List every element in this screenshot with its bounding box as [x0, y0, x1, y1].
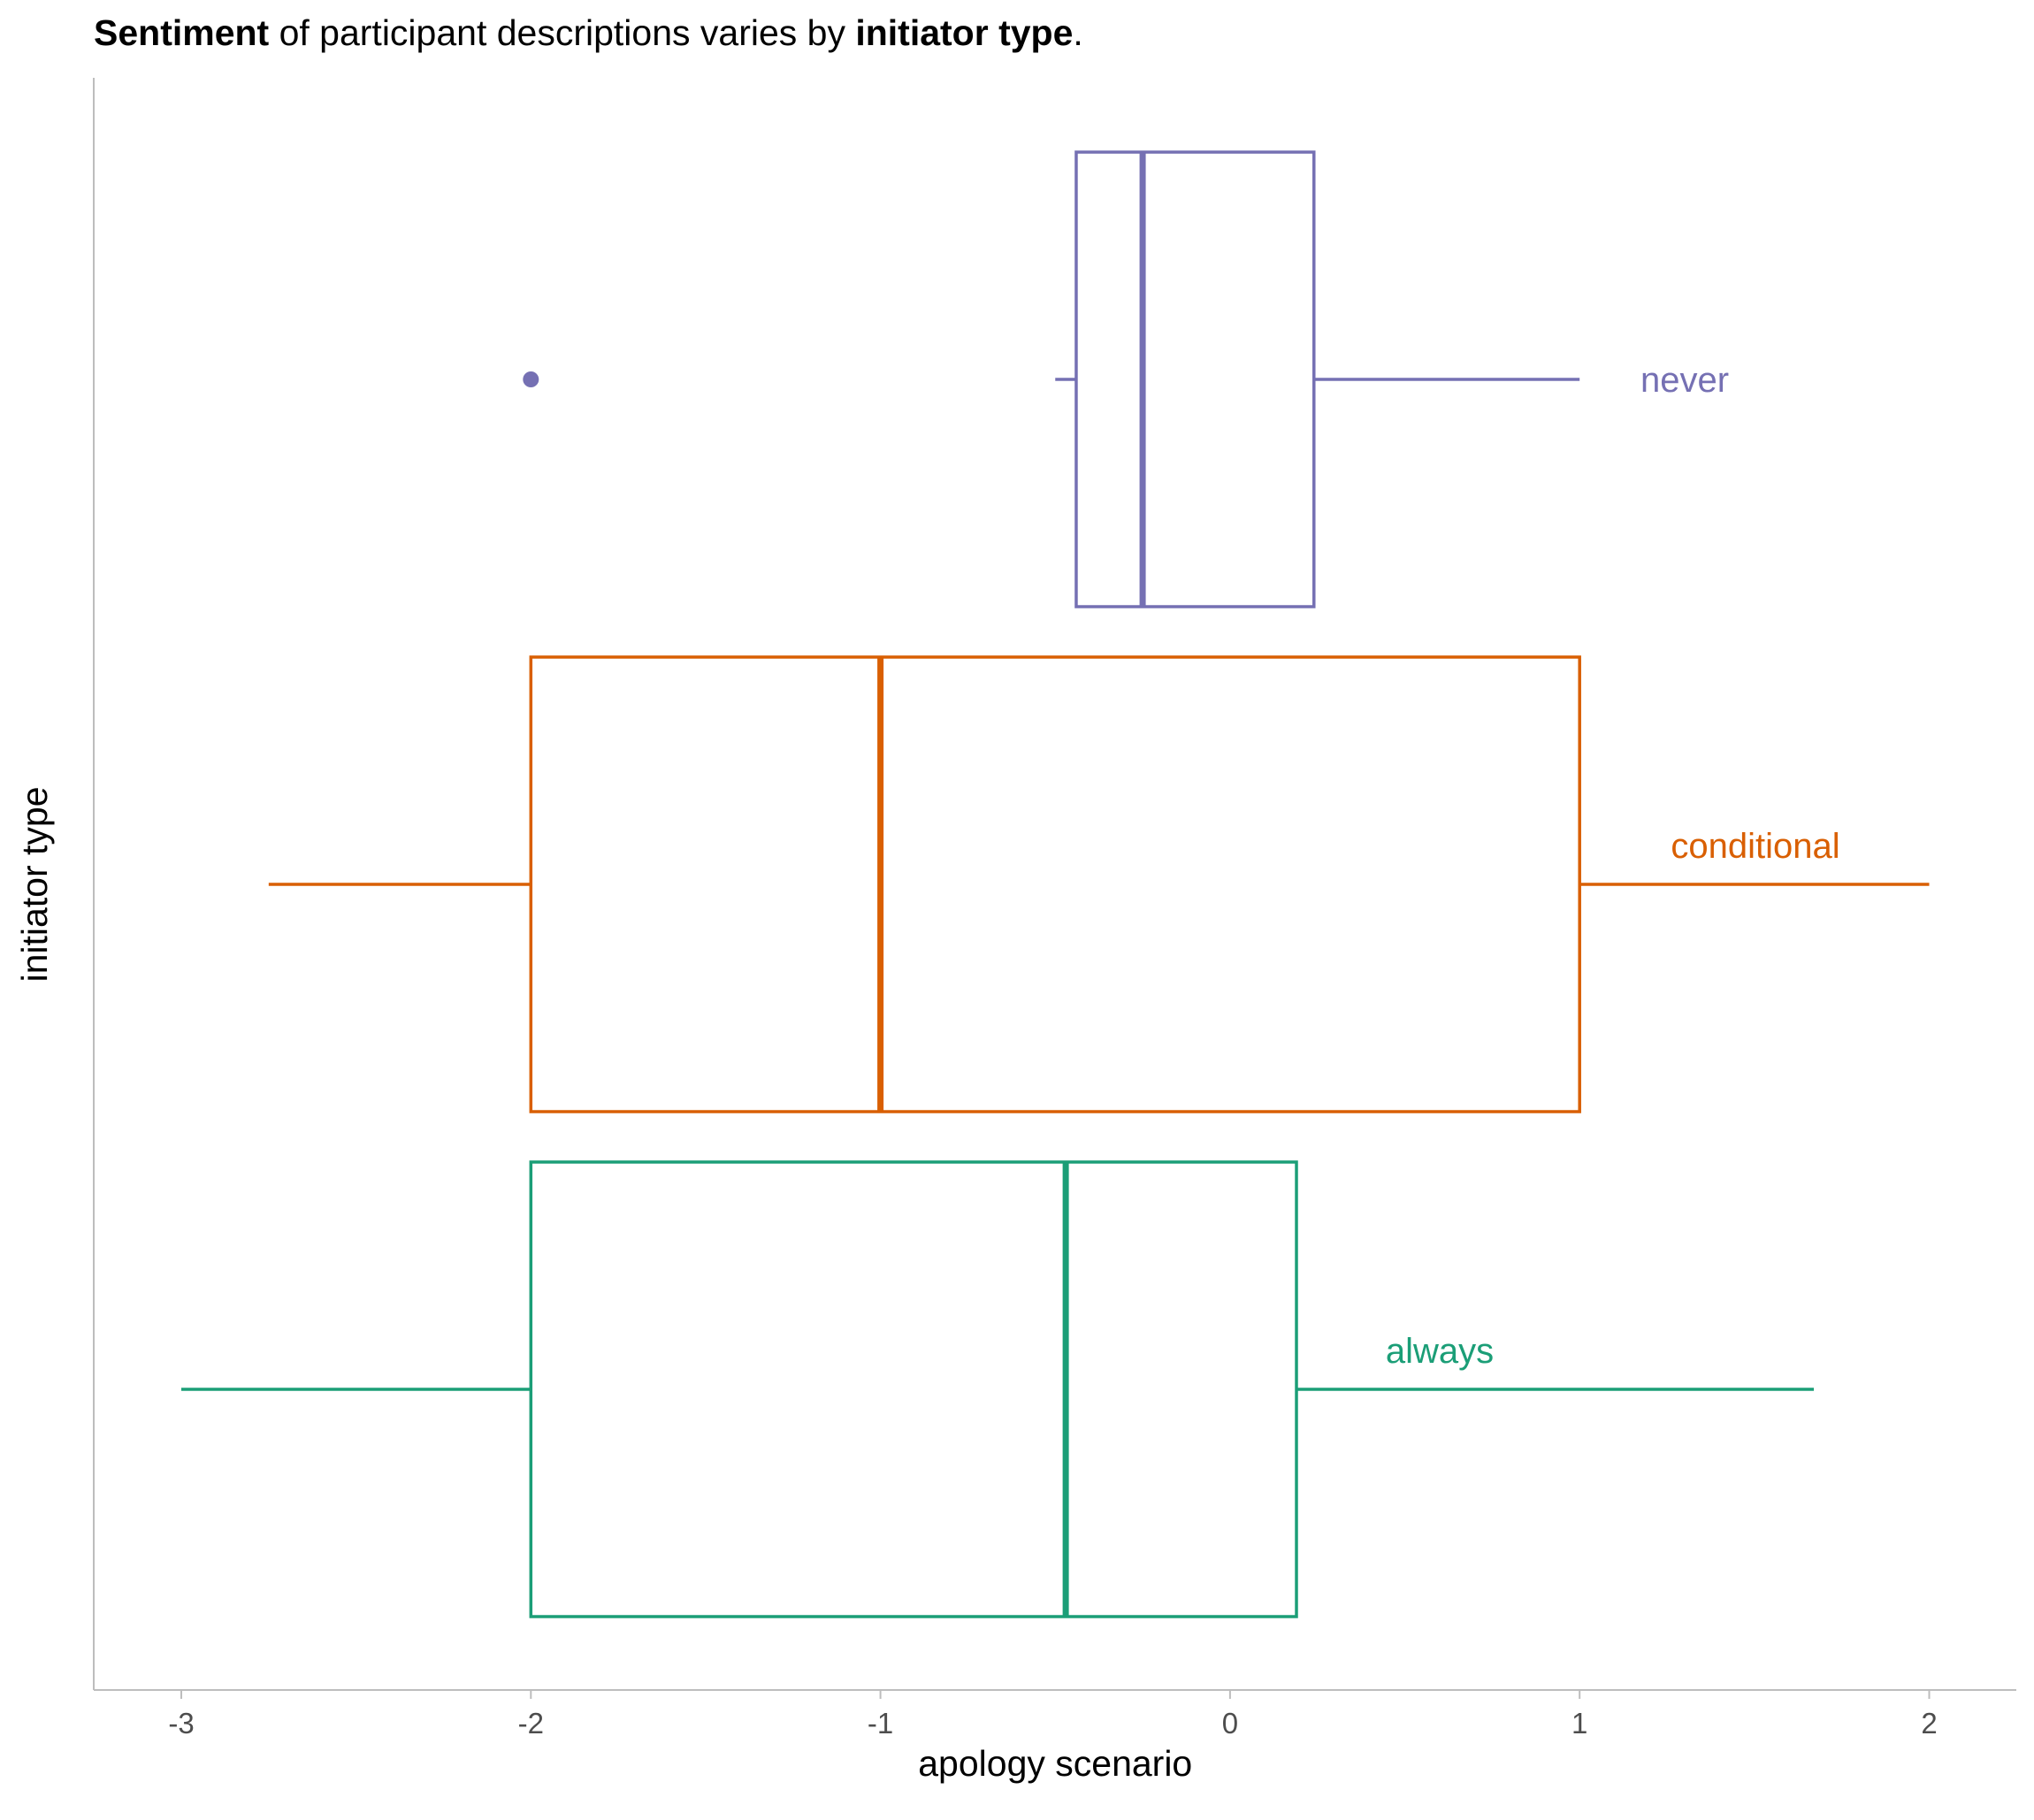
- group-label-conditional: conditional: [1671, 827, 1839, 866]
- title-period: .: [1073, 12, 1083, 53]
- title-bold-sentiment: Sentiment: [94, 12, 270, 53]
- chart-title: Sentiment of participant descriptions va…: [94, 12, 1083, 54]
- y-axis-title: initiator type: [14, 786, 55, 982]
- x-tick-label: 2: [1921, 1707, 1937, 1740]
- x-tick-label: 0: [1222, 1707, 1238, 1740]
- outlier-point: [523, 371, 539, 387]
- title-middle-text: of participant descriptions varies by: [269, 12, 856, 53]
- axes: -3 -2 -1 0 1 2: [93, 78, 2016, 1740]
- box-iqr: [1074, 150, 1316, 608]
- group-label-never: never: [1640, 361, 1729, 400]
- x-tick-label: -2: [518, 1707, 544, 1740]
- x-tick-label: 1: [1571, 1707, 1587, 1740]
- box-iqr: [529, 1160, 1298, 1618]
- title-bold-initiator-type: initiator type: [855, 12, 1074, 53]
- box-iqr: [529, 655, 1581, 1113]
- group-label-always: always: [1386, 1332, 1494, 1371]
- x-axis-title: apology scenario: [918, 1743, 1192, 1784]
- box-never: never: [523, 150, 1729, 608]
- box-conditional: conditional: [268, 655, 1930, 1113]
- boxes-layer: never conditional always: [181, 150, 1930, 1618]
- box-always: always: [181, 1160, 1815, 1618]
- x-tick-label: -1: [868, 1707, 893, 1740]
- x-tick-label: -3: [168, 1707, 194, 1740]
